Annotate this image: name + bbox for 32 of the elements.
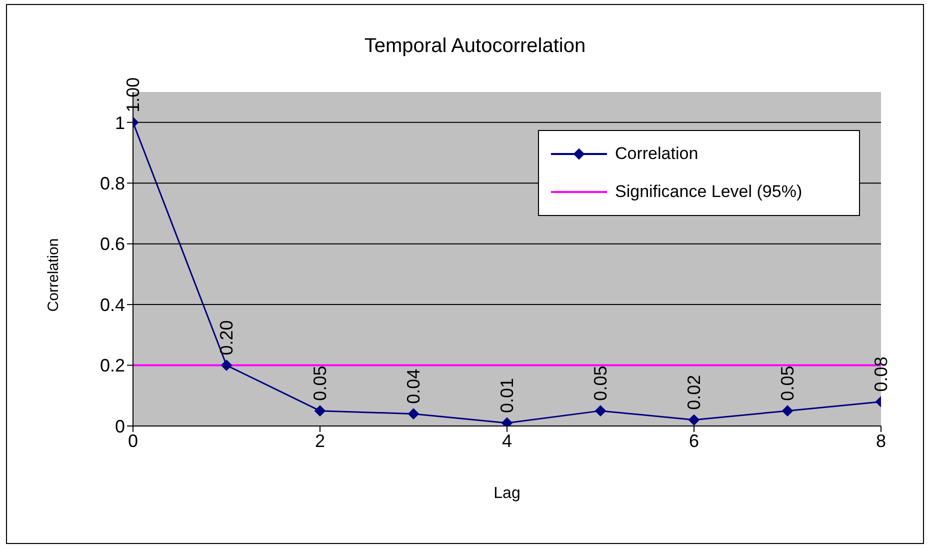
point [688, 414, 700, 426]
x-tick-label: 6 [688, 430, 700, 451]
data-label: 0.05 [590, 366, 610, 401]
data-label: 0.04 [404, 368, 424, 404]
point [595, 405, 606, 416]
y-tick-label: 0.8 [100, 173, 125, 194]
y-tick-label: 1 [114, 112, 125, 133]
y-tick-label: 0.4 [100, 294, 125, 315]
data-label: 0.02 [684, 374, 704, 410]
x-tick-label: 2 [314, 430, 326, 451]
y-axis-title: Correlation [45, 238, 62, 312]
data-label: 0.05 [778, 366, 798, 401]
x-axis-title: Lag [494, 485, 520, 502]
x-tick-label: 4 [502, 430, 512, 451]
legend-label: Correlation [615, 144, 698, 164]
data-label: 0.08 [871, 356, 891, 392]
x-tick-label: 8 [876, 430, 886, 451]
point [221, 360, 232, 371]
x-tick-label: 0 [128, 430, 138, 451]
y-tick-label: 0.2 [100, 356, 125, 376]
data-label: 1.00 [123, 77, 143, 112]
y-tick-label: 0 [114, 416, 125, 436]
chart-title: Temporal Autocorrelation [364, 35, 586, 57]
data-label: 0.05 [310, 366, 330, 401]
data-label: 0.01 [497, 378, 517, 413]
y-tick-label: 0.6 [100, 234, 125, 254]
point [314, 405, 326, 416]
point [782, 405, 793, 416]
legend-label: Significance Level (95%) [615, 182, 802, 202]
point [408, 408, 419, 420]
data-label: 0.20 [216, 320, 236, 356]
point [502, 417, 512, 426]
